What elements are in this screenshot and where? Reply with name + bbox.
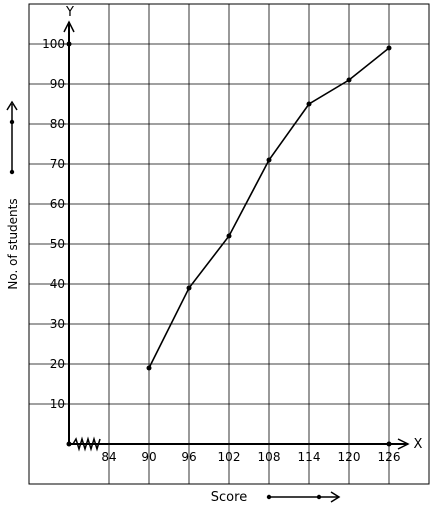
axis-break-zigzag bbox=[72, 436, 101, 452]
data-point bbox=[266, 157, 272, 163]
y-tick-label: 90 bbox=[50, 77, 65, 91]
y-axis-title: No. of students bbox=[6, 198, 20, 289]
grid bbox=[28, 3, 430, 485]
x-tick-label: 120 bbox=[338, 450, 361, 464]
y-tick-label: 100 bbox=[42, 37, 65, 51]
origin-point bbox=[66, 441, 72, 447]
x-tick-label: 126 bbox=[378, 450, 401, 464]
x-tick-label: 114 bbox=[298, 450, 321, 464]
x-tick-label: 96 bbox=[181, 450, 196, 464]
y-tick-label: 40 bbox=[50, 277, 65, 291]
y-tick-label: 10 bbox=[50, 397, 65, 411]
x-direction-dot bbox=[266, 494, 272, 500]
x-axis-letter: X bbox=[414, 437, 423, 452]
y-tick-label: 70 bbox=[50, 157, 65, 171]
tick-labels: 10 20 30 40 50 60 70 80 90 100 84 90 96 102 108 114 120 1… bbox=[42, 37, 400, 464]
x-tick-label: 102 bbox=[218, 450, 241, 464]
axes bbox=[63, 20, 410, 452]
data-point bbox=[226, 233, 232, 239]
x-tick-label: 84 bbox=[101, 450, 116, 464]
data-point bbox=[146, 365, 152, 371]
data-point bbox=[306, 101, 312, 107]
y-direction-dot bbox=[9, 119, 15, 125]
y-tick-label: 60 bbox=[50, 197, 65, 211]
y-tick-label: 50 bbox=[50, 237, 65, 251]
y-axis-arrowhead bbox=[63, 20, 75, 33]
data-point bbox=[346, 77, 352, 83]
x-direction-arrowhead bbox=[330, 491, 341, 503]
data-point bbox=[386, 45, 392, 51]
x-tick-label: 108 bbox=[258, 450, 281, 464]
y-direction-arrowhead bbox=[6, 100, 18, 111]
y-direction-dot bbox=[9, 169, 15, 175]
y-axis-top-point bbox=[66, 41, 72, 47]
x-axis-title: Score bbox=[211, 490, 247, 505]
x-axis-end-point bbox=[386, 441, 392, 447]
y-tick-label: 20 bbox=[50, 357, 65, 371]
data-point bbox=[186, 285, 192, 291]
x-tick-label: 90 bbox=[141, 450, 156, 464]
series-line-group bbox=[146, 45, 392, 371]
axis-direction-arrows bbox=[6, 100, 341, 503]
x-direction-dot bbox=[316, 494, 322, 500]
y-axis-letter: Y bbox=[65, 5, 74, 20]
y-tick-label: 30 bbox=[50, 317, 65, 331]
y-tick-label: 80 bbox=[50, 117, 65, 131]
x-axis-arrowhead bbox=[397, 438, 410, 450]
